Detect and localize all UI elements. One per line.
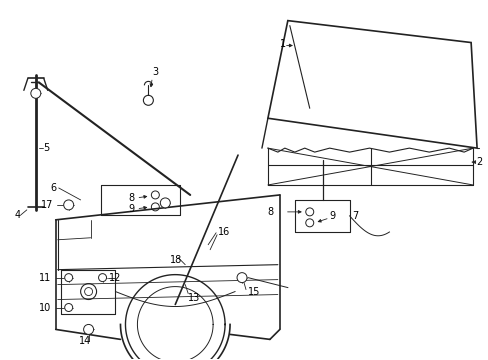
- Text: 9: 9: [329, 211, 335, 221]
- Circle shape: [160, 198, 170, 208]
- Text: 4: 4: [15, 210, 21, 220]
- Circle shape: [63, 200, 74, 210]
- Circle shape: [64, 303, 73, 311]
- Text: 14: 14: [79, 336, 91, 346]
- Text: 13: 13: [188, 293, 200, 302]
- Text: 15: 15: [247, 287, 260, 297]
- Text: 5: 5: [42, 143, 49, 153]
- Text: 8: 8: [128, 193, 134, 203]
- Text: 9: 9: [128, 204, 134, 214]
- Text: 17: 17: [41, 200, 53, 210]
- Circle shape: [99, 274, 106, 282]
- Circle shape: [84, 288, 92, 296]
- Text: 6: 6: [51, 183, 57, 193]
- Text: 8: 8: [266, 207, 272, 217]
- Text: 2: 2: [475, 157, 481, 167]
- Text: 12: 12: [108, 273, 121, 283]
- Circle shape: [64, 274, 73, 282]
- Circle shape: [237, 273, 246, 283]
- Text: 3: 3: [152, 67, 158, 77]
- Circle shape: [31, 88, 41, 98]
- Circle shape: [83, 324, 93, 334]
- Text: 1: 1: [279, 39, 285, 49]
- Text: 18: 18: [170, 255, 182, 265]
- Text: 16: 16: [218, 227, 230, 237]
- Text: 7: 7: [352, 211, 358, 221]
- Text: 10: 10: [39, 302, 51, 312]
- Text: 11: 11: [39, 273, 51, 283]
